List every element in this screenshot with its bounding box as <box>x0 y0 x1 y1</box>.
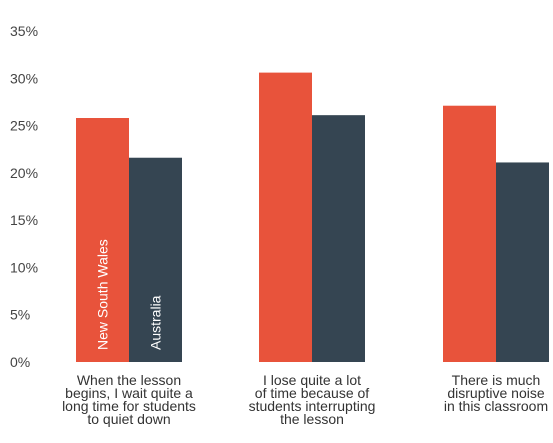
y-tick-label: 30% <box>10 70 38 86</box>
y-tick-label: 25% <box>10 118 38 134</box>
series-labels: New South Wales Australia <box>95 239 164 350</box>
category-label-line: to quiet down <box>87 411 170 427</box>
category-label-line: of time because of <box>255 385 370 401</box>
bars <box>76 72 549 363</box>
category-label: When the lesson begins, I wait quite a lon… <box>62 372 196 427</box>
category-label-line: When the lesson <box>77 372 181 388</box>
bar-nsw-1 <box>76 118 129 363</box>
bar-nsw-2 <box>259 72 312 363</box>
y-tick-label: 20% <box>10 165 38 181</box>
category-label-line: There is much <box>452 372 541 388</box>
category-label-line: disruptive noise <box>447 385 544 401</box>
bar-australia-3 <box>496 162 549 362</box>
series-label: New South Wales <box>95 239 111 350</box>
y-tick-label: 15% <box>10 212 38 228</box>
series-label: Australia <box>148 295 164 350</box>
y-tick-label: 5% <box>10 307 30 323</box>
category-label-line: I lose quite a lot <box>263 372 361 388</box>
x-axis-labels: When the lesson begins, I wait quite a lon… <box>62 372 548 427</box>
y-axis: 0% 5% 10% 15% 20% 25% 30% 35% <box>10 23 38 370</box>
bar-australia-1 <box>129 157 182 362</box>
category-label-line: long time for students <box>62 398 196 414</box>
bar-australia-2 <box>312 115 365 362</box>
category-label: There is much disruptive noise in this cla… <box>444 372 548 414</box>
category-label-line: students interrupting <box>249 398 376 414</box>
bar-nsw-3 <box>443 105 496 362</box>
category-label-line: the lesson <box>280 411 344 427</box>
y-tick-label: 0% <box>10 354 30 370</box>
category-label-line: in this classroom <box>444 398 548 414</box>
category-label-line: begins, I wait quite a <box>65 385 193 401</box>
y-tick-label: 35% <box>10 23 38 39</box>
y-tick-label: 10% <box>10 259 38 275</box>
category-label: I lose quite a lot of time because of stud… <box>249 372 376 427</box>
